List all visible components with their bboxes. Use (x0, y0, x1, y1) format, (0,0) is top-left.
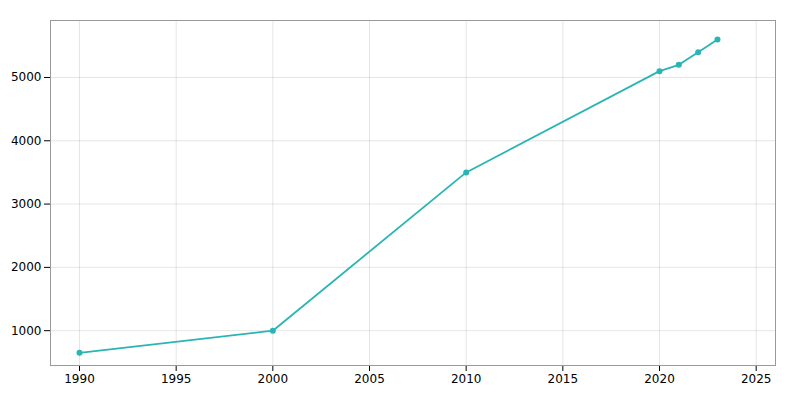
svg-text:2020: 2020 (644, 372, 675, 386)
svg-text:2000: 2000 (258, 372, 289, 386)
svg-text:2015: 2015 (548, 372, 579, 386)
svg-text:1990: 1990 (64, 372, 95, 386)
svg-text:2010: 2010 (451, 372, 482, 386)
svg-text:2000: 2000 (11, 260, 42, 274)
svg-text:3000: 3000 (11, 197, 42, 211)
svg-text:2005: 2005 (354, 372, 385, 386)
svg-text:1995: 1995 (161, 372, 192, 386)
svg-text:1000: 1000 (11, 324, 42, 338)
svg-text:2025: 2025 (741, 372, 772, 386)
svg-text:5000: 5000 (11, 70, 42, 84)
svg-text:4000: 4000 (11, 134, 42, 148)
